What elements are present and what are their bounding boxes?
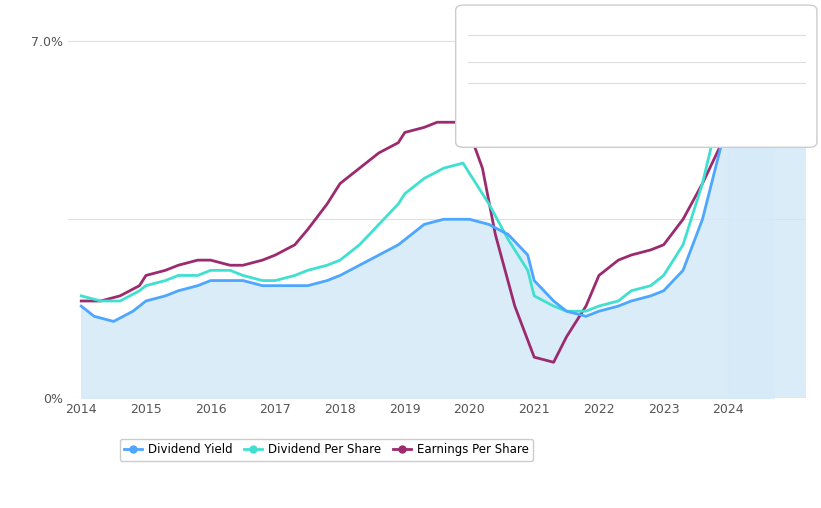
Bar: [728, 15, 821, 398]
Text: Earnings Per Share: Earnings Per Share: [474, 86, 580, 97]
Text: Past: Past: [732, 40, 759, 50]
Text: Dividend Yield: Dividend Yield: [474, 44, 553, 54]
Text: Nov 17 2024: Nov 17 2024: [472, 18, 560, 31]
Text: Dividend Per Share: Dividend Per Share: [474, 65, 580, 75]
Text: No data: No data: [616, 86, 659, 97]
Text: P0.102 /yr: P0.102 /yr: [616, 65, 672, 75]
Legend: Dividend Yield, Dividend Per Share, Earnings Per Share: Dividend Yield, Dividend Per Share, Earn…: [120, 438, 534, 461]
Text: 6.8% /yr: 6.8% /yr: [616, 44, 663, 54]
